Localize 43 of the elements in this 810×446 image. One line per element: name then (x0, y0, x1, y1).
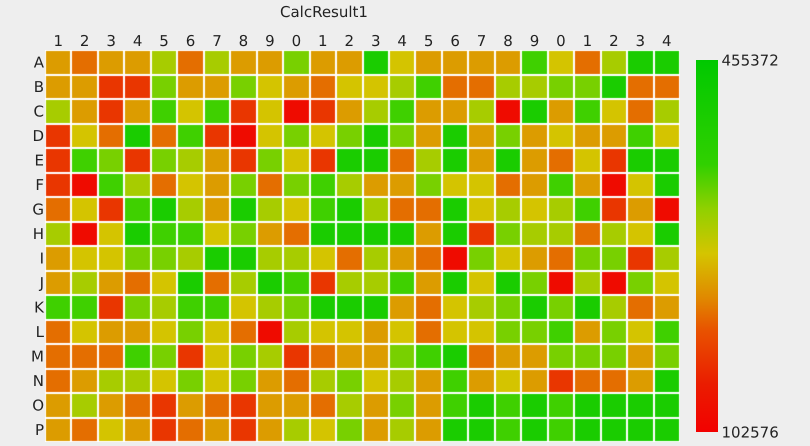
x-tick-label: 2 (80, 32, 90, 50)
x-tick-label: 1 (318, 32, 328, 50)
y-tick-label: H (32, 225, 44, 243)
y-tick-label: B (34, 78, 44, 96)
x-tick-label: 0 (292, 32, 302, 50)
color-bar-label: 102576 (722, 423, 779, 442)
y-tick-label: I (40, 250, 44, 268)
y-tick-label: L (36, 323, 45, 341)
y-tick-label: P (34, 421, 44, 439)
x-tick-label: 4 (662, 32, 672, 50)
x-tick-label: 9 (530, 32, 540, 50)
y-tick-label: G (32, 200, 44, 218)
chart-title: CalcResult1 (280, 3, 368, 22)
y-tick-label: D (32, 127, 44, 145)
x-tick-label: 7 (476, 32, 486, 50)
x-tick-label: 6 (186, 32, 196, 50)
y-tick-label: N (32, 372, 44, 390)
x-tick-label: 3 (370, 32, 381, 50)
y-tick-label: E (34, 152, 44, 170)
y-tick-label: C (34, 102, 44, 120)
y-tick-label: M (31, 348, 44, 366)
x-tick-label: 7 (212, 32, 222, 50)
x-tick-label: 2 (609, 32, 619, 50)
x-tick-label: 1 (582, 32, 592, 50)
x-tick-label: 9 (265, 32, 275, 50)
y-tick-label: F (35, 176, 44, 194)
y-tick-label: J (38, 274, 44, 292)
color-bar-label: 455372 (722, 51, 779, 70)
x-tick-label: 4 (397, 32, 407, 50)
x-tick-label: 4 (132, 32, 142, 50)
x-tick-label: 3 (106, 32, 116, 50)
x-tick-label: 3 (636, 32, 646, 50)
y-tick-label: K (34, 298, 46, 316)
x-tick-label: 5 (159, 32, 169, 50)
x-tick-label: 6 (450, 32, 460, 50)
x-tick-label: 1 (53, 32, 64, 50)
x-tick-label: 0 (556, 32, 566, 50)
x-tick-label: 5 (424, 32, 434, 50)
x-tick-label: 8 (238, 32, 248, 50)
y-tick-label: O (32, 396, 44, 414)
y-tick-label: A (34, 54, 45, 72)
x-tick-label: 8 (503, 32, 513, 50)
x-tick-label: 2 (344, 32, 354, 50)
